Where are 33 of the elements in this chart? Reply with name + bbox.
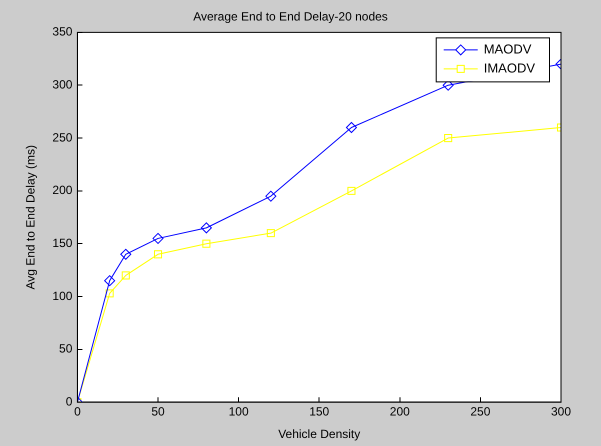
x-tick-label: 50 <box>151 404 166 419</box>
point <box>152 232 164 244</box>
legend-label: MAODV <box>484 41 532 56</box>
y-tick-label: 250 <box>52 130 73 144</box>
point <box>265 190 276 202</box>
x-axis-title: Vehicle Density <box>278 427 360 442</box>
x-tick-label: 150 <box>309 404 330 419</box>
point <box>346 122 357 133</box>
y-tick-label: 150 <box>52 236 73 250</box>
point <box>120 248 132 260</box>
x-tick-label: 100 <box>228 404 249 419</box>
chart-title: Average End to End Delay-20 nodes <box>193 10 388 24</box>
y-axis-title: Avg End to End Delay (ms) <box>24 145 38 290</box>
point <box>444 134 452 142</box>
point <box>104 275 116 286</box>
y-tick-label: 50 <box>59 342 73 356</box>
point <box>202 240 210 248</box>
point <box>154 250 162 258</box>
point <box>200 222 212 234</box>
y-tick-label: 0 <box>66 394 73 409</box>
x-tick-label: 200 <box>390 404 410 419</box>
point <box>266 229 275 238</box>
y-tick-label: 300 <box>52 78 73 92</box>
y-tick-label: 100 <box>52 288 73 303</box>
legend-label: IMAODV <box>484 60 536 76</box>
point <box>106 289 114 298</box>
y-tick-label: 200 <box>52 183 73 198</box>
point <box>347 186 356 195</box>
point <box>442 80 454 91</box>
y-tick-label: 350 <box>52 24 73 39</box>
x-tick-label: 250 <box>470 404 491 419</box>
point <box>122 271 130 280</box>
x-tick-label: 300 <box>550 404 572 419</box>
